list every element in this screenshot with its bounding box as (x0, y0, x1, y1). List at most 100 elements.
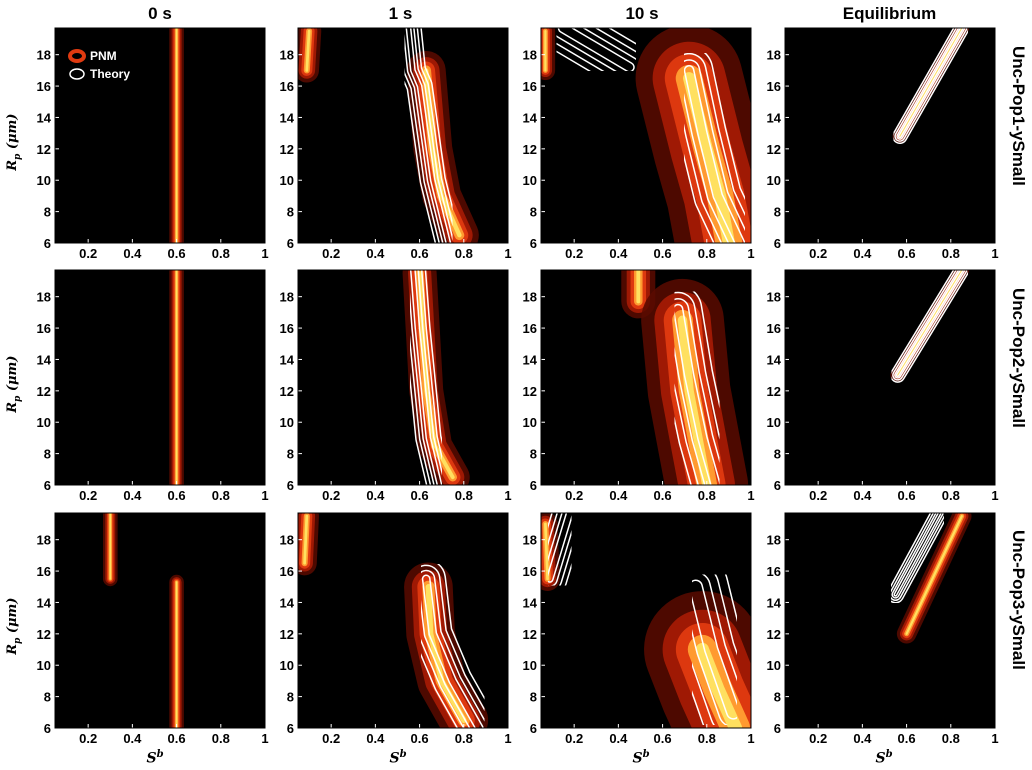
y-tick-label: 12 (523, 627, 537, 642)
y-tick-label: 16 (523, 321, 537, 336)
legend: PNM Theory (68, 49, 130, 81)
y-tick-label: 16 (523, 79, 537, 94)
x-tick-label: 0.4 (853, 731, 872, 746)
y-tick-label: 18 (280, 290, 294, 305)
x-tick-label: 0.6 (898, 731, 916, 746)
x-tick-label: 0.6 (654, 488, 672, 503)
x-tick-label: 0.2 (809, 488, 827, 503)
x-tick-label: 1 (747, 246, 754, 261)
legend-pnm-swatch (68, 49, 86, 63)
y-tick-label: 14 (523, 595, 538, 610)
y-tick-label: 14 (280, 595, 295, 610)
y-tick-label: 10 (523, 415, 537, 430)
y-tick-label: 8 (44, 690, 51, 705)
y-tick-label: 14 (280, 110, 295, 125)
theory-contour-1 (892, 28, 970, 145)
plot-frame (784, 27, 996, 244)
y-tick-label: 14 (767, 352, 782, 367)
x-tick-label: 0.6 (898, 246, 916, 261)
y-tick-label: 16 (37, 564, 51, 579)
y-tick-label: 10 (280, 658, 294, 673)
y-tick-label: 12 (37, 627, 51, 642)
x-tick-label: 0.6 (411, 246, 429, 261)
x-tick-label: 0.8 (942, 731, 960, 746)
y-tick-label: 16 (767, 321, 781, 336)
y-tick-label: 12 (767, 384, 781, 399)
y-tick-label: 18 (767, 533, 781, 548)
plot-background (785, 513, 995, 728)
y-axis-label-row2: Rp (μm) (5, 355, 23, 413)
x-tick-label: 0.8 (942, 488, 960, 503)
plot-frame (54, 512, 266, 729)
y-tick-label: 16 (523, 564, 537, 579)
x-tick-label: 0.8 (212, 731, 230, 746)
x-tick-label: 0.8 (698, 246, 716, 261)
x-tick-label: 0.6 (654, 246, 672, 261)
theory-contour-1 (886, 513, 949, 604)
plot-frame (540, 269, 752, 486)
y-tick-label: 6 (774, 721, 781, 736)
y-tick-label: 8 (774, 447, 781, 462)
y-tick-label: 14 (37, 595, 52, 610)
x-tick-label: 1 (504, 246, 511, 261)
y-tick-label: 6 (287, 721, 294, 736)
y-tick-label: 14 (37, 110, 52, 125)
x-axis-label-col4: Sb (875, 749, 893, 767)
theory-contour-1 (399, 270, 453, 485)
theory-contour-2 (662, 553, 751, 728)
y-tick-label: 8 (774, 690, 781, 705)
pnm-heat-ridge-1 (298, 513, 319, 576)
plot-frame (784, 512, 996, 729)
column-title-1s: 1 s (388, 4, 413, 23)
y-tick-label: 8 (530, 205, 537, 220)
plot-frame (54, 269, 266, 486)
y-tick-label: 18 (37, 290, 51, 305)
column-title-10s: 10 s (625, 4, 659, 23)
x-tick-label: 1 (747, 488, 754, 503)
y-tick-label: 12 (37, 384, 51, 399)
y-tick-label: 14 (280, 352, 295, 367)
y-tick-label: 16 (767, 79, 781, 94)
x-tick-label: 0.2 (565, 246, 583, 261)
pnm-heat-ridge-1 (896, 513, 972, 644)
y-tick-label: 18 (767, 48, 781, 63)
theory-contour-2 (406, 559, 500, 728)
y-tick-label: 6 (530, 478, 537, 493)
x-tick-label: 1 (991, 246, 998, 261)
theory-contour-2 (664, 46, 751, 243)
x-tick-label: 0.2 (322, 488, 340, 503)
y-tick-label: 16 (280, 321, 294, 336)
plot-frame (297, 512, 509, 729)
x-tick-label: 0.4 (609, 488, 628, 503)
x-axis-label-col2: Sb (389, 749, 407, 767)
y-tick-label: 14 (767, 595, 782, 610)
y-tick-label: 10 (280, 415, 294, 430)
y-tick-label: 18 (523, 290, 537, 305)
x-tick-label: 1 (504, 488, 511, 503)
plot-frame (784, 269, 996, 486)
x-tick-label: 0.6 (411, 488, 429, 503)
legend-theory-label: Theory (90, 67, 130, 81)
plot-background (785, 270, 995, 485)
y-tick-label: 8 (774, 205, 781, 220)
x-tick-label: 0.6 (168, 731, 186, 746)
y-tick-label: 14 (523, 110, 538, 125)
plot-frame (297, 27, 509, 244)
x-tick-label: 0.4 (853, 488, 872, 503)
y-tick-label: 10 (37, 173, 51, 188)
theory-contour-1 (395, 28, 462, 243)
x-tick-label: 0.2 (565, 488, 583, 503)
y-tick-label: 10 (767, 173, 781, 188)
plot-frame (54, 27, 266, 244)
x-tick-label: 0.4 (123, 488, 142, 503)
y-tick-label: 10 (767, 415, 781, 430)
x-tick-label: 0.2 (809, 246, 827, 261)
plot-background (55, 513, 265, 728)
x-tick-label: 0.2 (322, 246, 340, 261)
plot-background (55, 270, 265, 485)
